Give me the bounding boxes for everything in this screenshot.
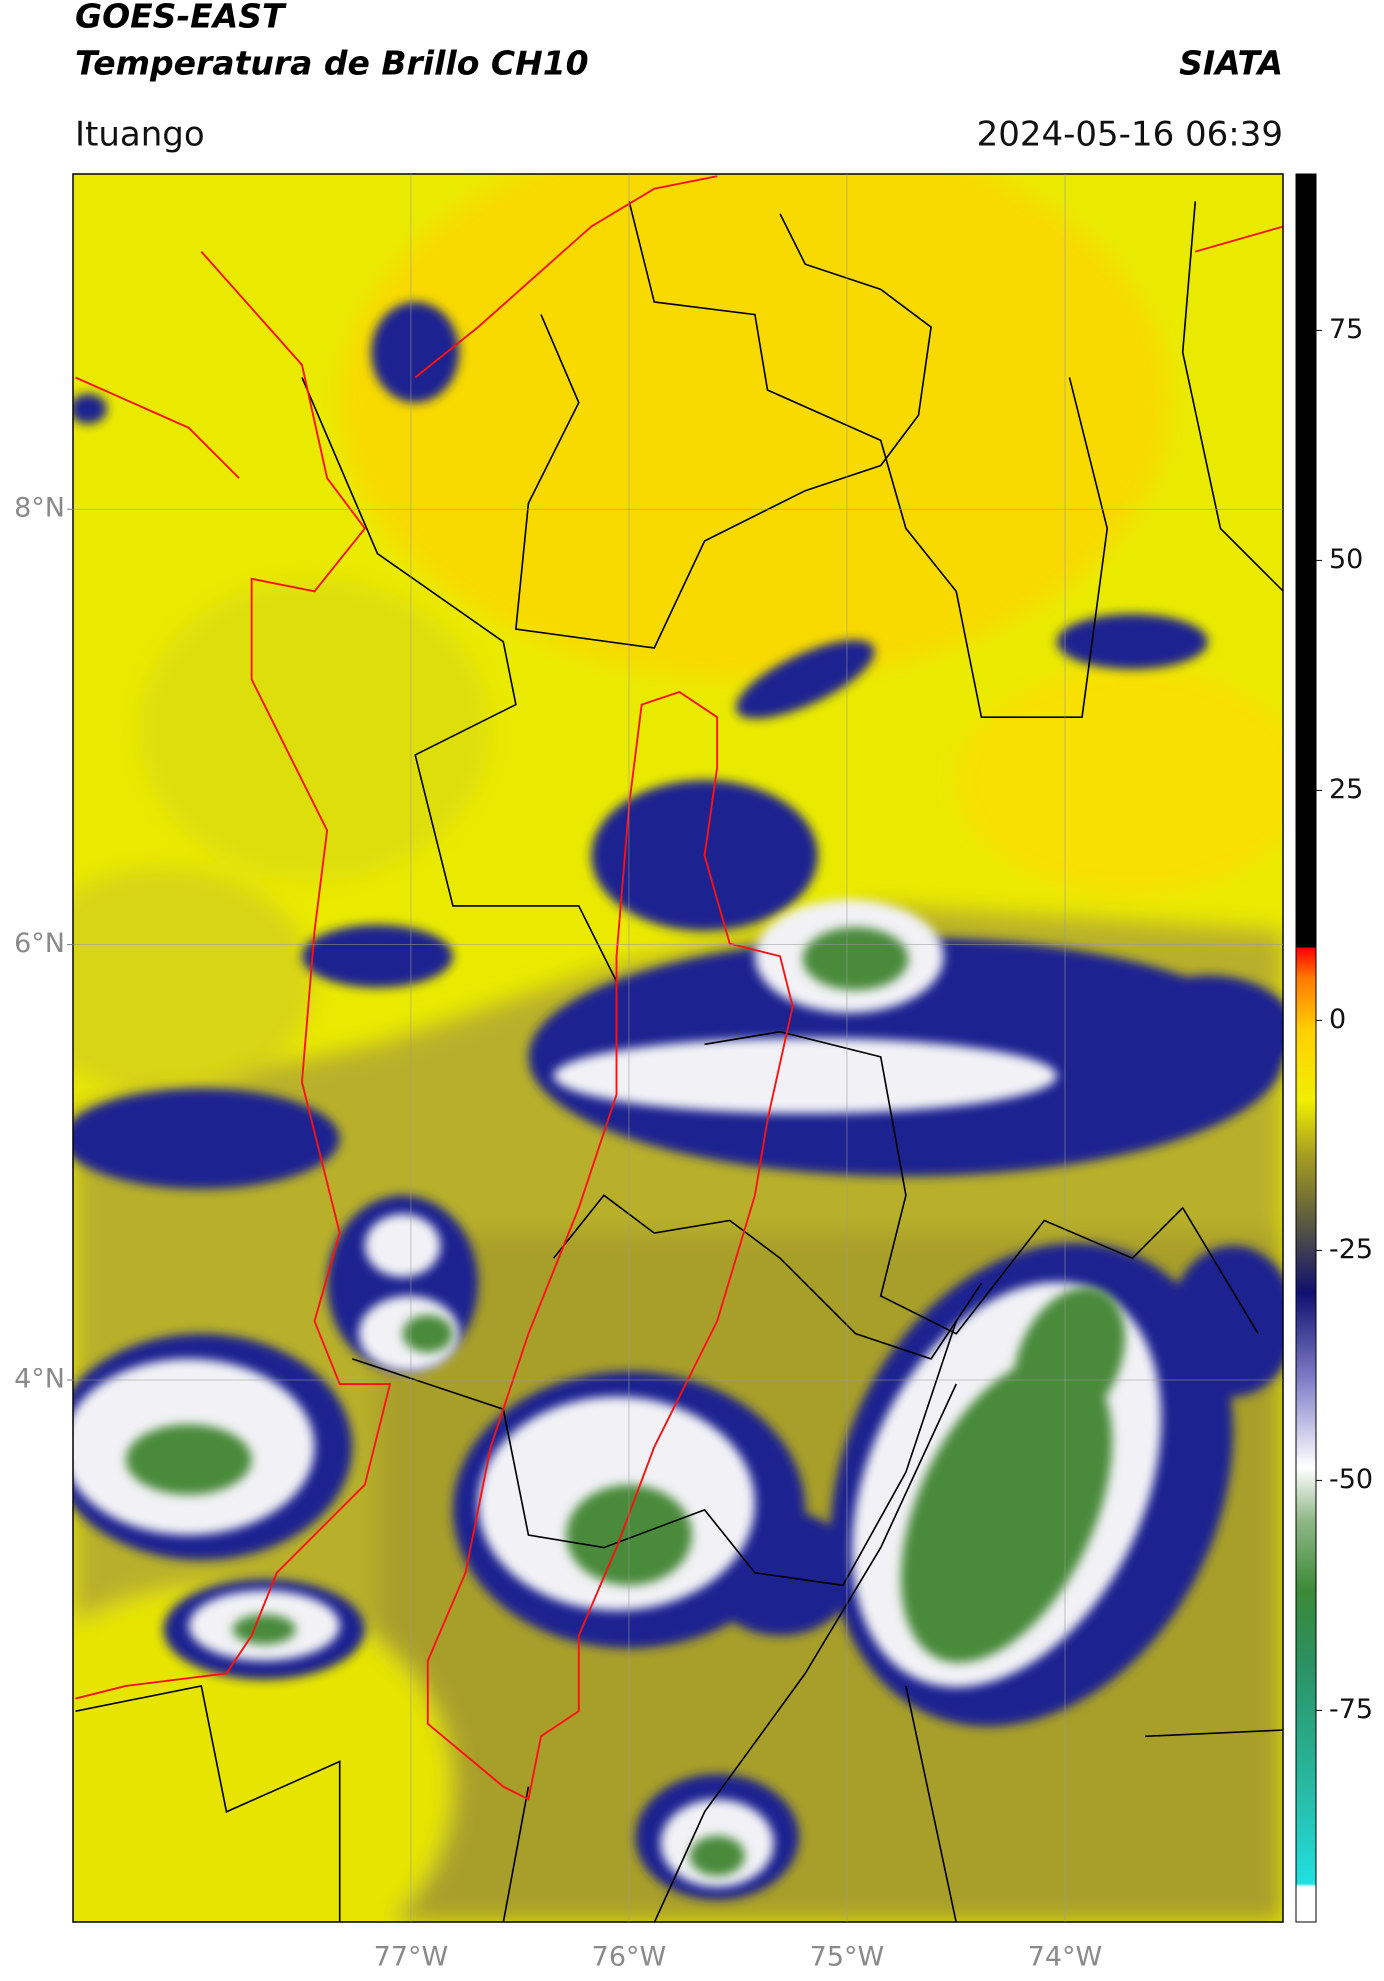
- x-tick-label: 77°W: [374, 1942, 449, 1973]
- title: GOES-EAST: [75, 0, 287, 36]
- x-tick-label: 74°W: [1028, 1942, 1103, 1973]
- colorbar-tick-label: 75: [1329, 314, 1363, 345]
- colorbar-tick-label: -50: [1329, 1464, 1373, 1495]
- source: SIATA: [1179, 44, 1283, 83]
- y-tick-label: 8°N: [14, 493, 65, 524]
- map-frame: [72, 173, 1284, 1923]
- x-tick-label: 75°W: [810, 1942, 885, 1973]
- subtitle: Temperatura de Brillo CH10: [75, 44, 589, 83]
- x-tick-label: 76°W: [592, 1942, 667, 1973]
- colorbar: [1295, 173, 1317, 1923]
- colorbar-tick-label: 50: [1329, 544, 1363, 575]
- colorbar-tick-label: 0: [1329, 1004, 1346, 1035]
- satellite-image: [73, 174, 1283, 1922]
- y-tick-label: 6°N: [14, 928, 65, 959]
- colorbar-tick-label: -75: [1329, 1694, 1373, 1725]
- colorbar-tick-label: 25: [1329, 774, 1363, 805]
- colorbar-tick-label: -25: [1329, 1234, 1373, 1265]
- datetime: 2024-05-16 06:39: [977, 115, 1283, 155]
- location: Ituango: [75, 115, 205, 155]
- y-tick-label: 4°N: [14, 1363, 65, 1394]
